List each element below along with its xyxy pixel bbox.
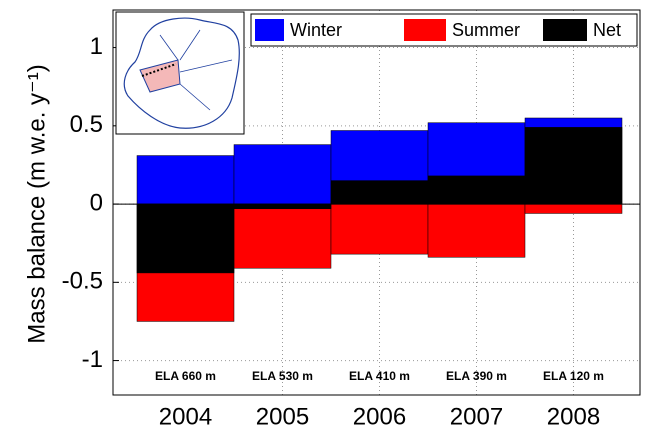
legend-label: Net: [593, 20, 621, 40]
legend-label: Summer: [452, 20, 520, 40]
bar: [136, 155, 235, 205]
bar: [330, 203, 429, 255]
plot-area: [112, 9, 641, 396]
y-tick-label: 0: [90, 189, 103, 216]
bar: [427, 203, 526, 258]
legend: Winter Summer Net: [250, 13, 638, 47]
bar: [233, 144, 332, 205]
bar: [136, 203, 235, 274]
annotation: ELA 660 m: [155, 369, 216, 383]
legend-label: Winter: [290, 20, 342, 40]
legend-swatch: [255, 19, 284, 41]
annotation: ELA 530 m: [252, 369, 313, 383]
y-axis-label: Mass balance (m w.e. y⁻¹): [23, 64, 50, 343]
bar: [524, 203, 623, 214]
legend-swatch: [543, 19, 587, 41]
x-tick-label: 2005: [256, 403, 309, 430]
x-tick-label: 2004: [159, 403, 212, 430]
x-tick-label: 2008: [547, 403, 600, 430]
inset-map: [115, 11, 245, 135]
annotation: ELA 120 m: [543, 369, 604, 383]
bar: [427, 175, 526, 205]
bar: [330, 180, 429, 205]
bar: [233, 203, 332, 269]
bar: [524, 127, 623, 205]
bar: [233, 203, 332, 210]
y-tick-label: 0.5: [70, 111, 103, 138]
x-tick-label: 2007: [450, 403, 503, 430]
x-tick-label: 2006: [353, 403, 406, 430]
annotation: ELA 390 m: [446, 369, 507, 383]
axes-box: [112, 9, 641, 396]
y-tick-label: -0.5: [62, 268, 103, 295]
legend-swatch: [404, 19, 446, 41]
y-tick-label: 1: [90, 33, 103, 60]
y-tick-label: -1: [82, 346, 103, 373]
annotation: ELA 410 m: [349, 369, 410, 383]
